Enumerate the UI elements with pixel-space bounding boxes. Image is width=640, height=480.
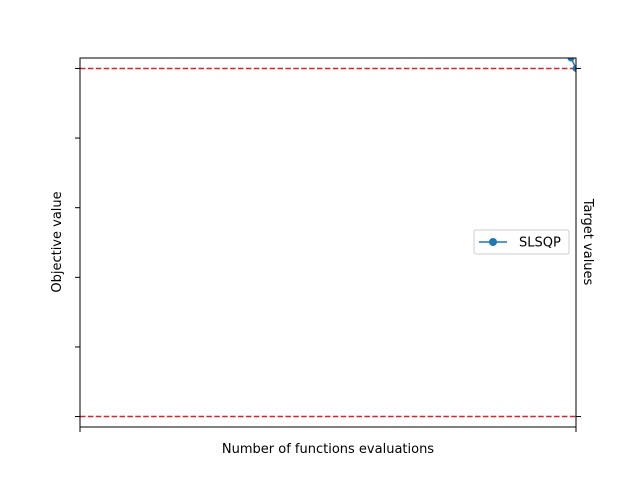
data-point-0-0: [567, 58, 575, 62]
legend-box: [473, 229, 570, 255]
data-point-0-1: [572, 64, 576, 72]
x-axis-label: Number of functions evaluations: [222, 442, 434, 457]
legend: SLSQP: [473, 229, 570, 255]
y-axis-label: Objective value: [50, 191, 65, 292]
plot-frame: [79, 57, 577, 428]
y2-axis-label: Target values: [580, 198, 595, 286]
legend-label-slsqp: SLSQP: [519, 236, 561, 251]
legend-marker-slsqp: [489, 238, 497, 246]
